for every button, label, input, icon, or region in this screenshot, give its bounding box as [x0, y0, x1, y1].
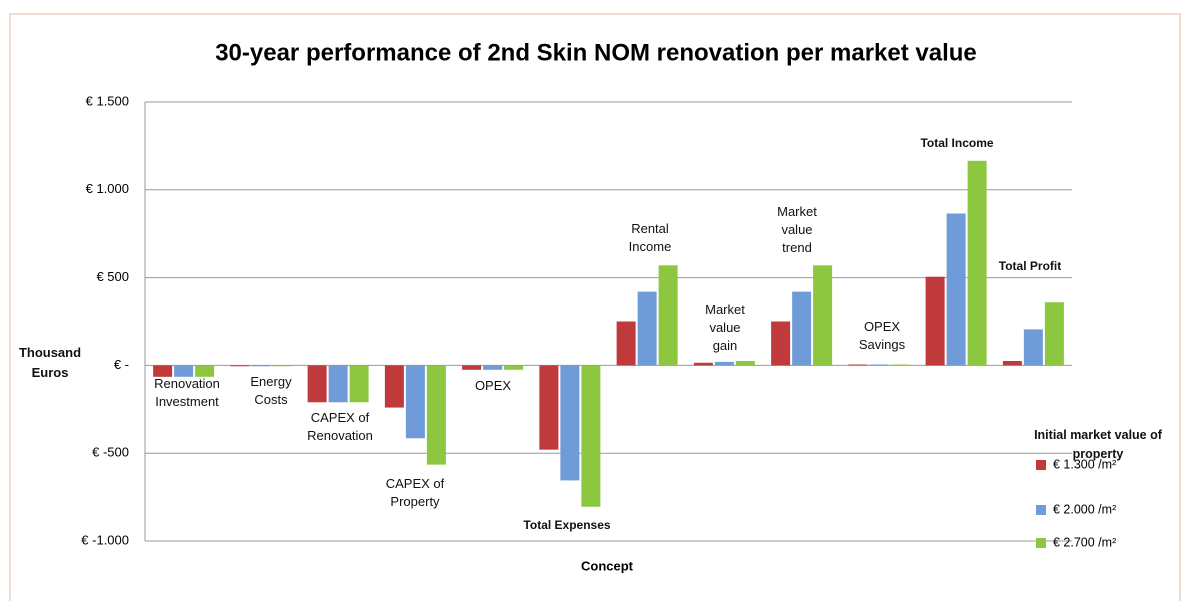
y-tick-label: € 500	[96, 269, 129, 284]
bar	[946, 213, 966, 366]
category-label: Total Income	[920, 136, 994, 150]
bar	[462, 365, 482, 370]
y-tick-label: € 1.000	[86, 181, 129, 196]
bar	[504, 365, 524, 370]
bar	[735, 361, 755, 366]
bar	[426, 365, 446, 465]
frame	[9, 13, 1181, 601]
bar	[272, 365, 292, 367]
bar	[771, 321, 791, 366]
category-label: Total Expenses	[523, 518, 611, 532]
category-label: Energy Costs	[250, 374, 292, 407]
legend-label: € 1.300 /m²	[1053, 457, 1116, 471]
bar	[230, 365, 250, 367]
bar	[560, 365, 580, 481]
y-axis-label: Thousand Euros	[18, 345, 82, 380]
category-label: Market value gain	[705, 302, 745, 353]
bar	[925, 276, 945, 366]
bar	[195, 365, 215, 377]
category-label: CAPEX of Renovation	[307, 410, 373, 443]
legend-label: € 2.700 /m²	[1053, 535, 1116, 549]
category-label: CAPEX of Property	[385, 476, 445, 509]
bar	[251, 365, 271, 367]
bar	[869, 364, 889, 366]
bar	[714, 361, 734, 366]
bar	[1002, 361, 1022, 366]
bar	[328, 365, 348, 403]
bar	[813, 265, 833, 366]
legend-label: € 2.000 /m²	[1053, 502, 1116, 516]
legend-swatch	[1036, 538, 1046, 548]
bar	[890, 364, 910, 366]
bar	[616, 321, 636, 366]
bar	[581, 365, 601, 507]
category-label: OPEX Savings	[858, 319, 906, 352]
category-label: Rental Income	[628, 221, 672, 254]
legend-swatch	[1036, 505, 1046, 515]
bar	[693, 362, 713, 366]
bar	[967, 160, 987, 366]
category-label: Renovation Investment	[154, 376, 220, 409]
chart-title: 30-year performance of 2nd Skin NOM reno…	[215, 39, 977, 66]
legend-swatch	[1036, 460, 1046, 470]
x-axis-label: Concept	[581, 558, 634, 573]
category-label: Market value trend	[777, 204, 817, 255]
category-label: Total Profit	[998, 259, 1062, 273]
bar	[1044, 302, 1064, 366]
y-tick-label: € -1.000	[81, 532, 129, 547]
bar	[384, 365, 404, 408]
bar	[483, 365, 503, 370]
bar	[1023, 329, 1043, 366]
legend-title: Initial market value of property	[1034, 428, 1162, 461]
bar	[405, 365, 425, 439]
bar	[174, 365, 194, 377]
bar	[307, 365, 327, 403]
y-tick-label: € 1.500	[86, 93, 129, 108]
category-label: OPEX	[474, 378, 512, 393]
bar	[349, 365, 369, 403]
bar	[658, 265, 678, 366]
bar	[153, 365, 173, 377]
y-tick-label: € -500	[92, 445, 129, 460]
bar	[637, 291, 657, 366]
y-tick-label: € -	[114, 357, 129, 372]
bar	[539, 365, 559, 450]
bar	[848, 364, 868, 366]
bar	[792, 291, 812, 366]
